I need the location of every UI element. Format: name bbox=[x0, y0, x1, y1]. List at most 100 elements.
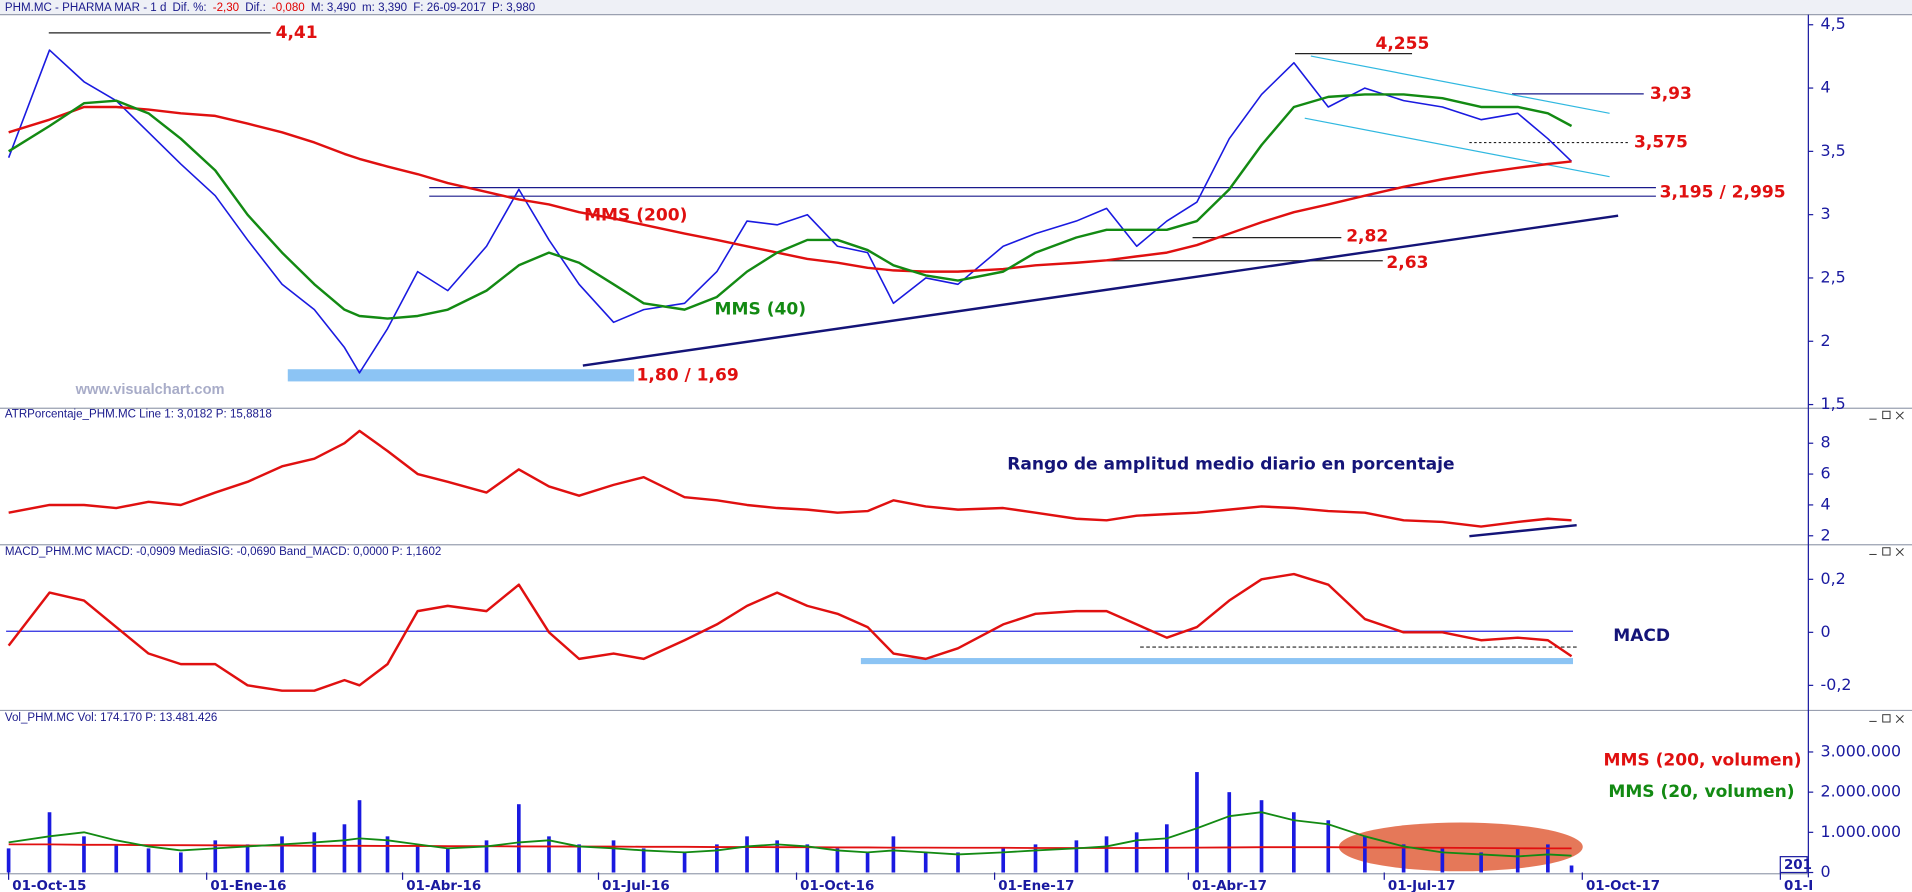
x-tick-label: 01-Ene-17 bbox=[998, 879, 1074, 892]
series-line bbox=[8, 811, 1572, 858]
channel-line bbox=[1310, 55, 1610, 114]
header-item: Dif. %: bbox=[172, 2, 206, 14]
volume-bar bbox=[577, 844, 581, 873]
y-tick-label: 0 bbox=[1821, 622, 1831, 641]
maximize-icon[interactable] bbox=[1882, 547, 1891, 556]
volume-bar bbox=[1569, 865, 1574, 873]
volume-bar bbox=[245, 844, 250, 873]
y-tick-label: 4 bbox=[1821, 78, 1831, 97]
y-tick-label: 4,5 bbox=[1821, 14, 1846, 33]
level-label: 4,255 bbox=[1375, 34, 1429, 54]
volume-bar bbox=[682, 852, 687, 873]
y-tick-label: 2.000.000 bbox=[1821, 782, 1902, 801]
volume-bar bbox=[1546, 844, 1550, 873]
y-tick-label: 3,5 bbox=[1821, 141, 1846, 160]
header-item: M: 3,490 bbox=[311, 2, 356, 14]
volume-bar bbox=[516, 804, 521, 873]
level-label: 3,195 / 2,995 bbox=[1660, 183, 1786, 203]
level-label: 2,63 bbox=[1386, 253, 1428, 273]
close-icon[interactable] bbox=[1895, 714, 1904, 723]
volume-bar bbox=[280, 836, 284, 873]
support-zone bbox=[287, 369, 635, 382]
volume-bar bbox=[715, 844, 719, 873]
volume-bar bbox=[835, 848, 840, 873]
level-label: 1,80 / 1,69 bbox=[637, 365, 739, 385]
series-line bbox=[7, 49, 1573, 374]
maximize-icon[interactable] bbox=[1882, 714, 1891, 723]
volume-bar bbox=[1033, 844, 1038, 873]
volume-bar bbox=[47, 812, 52, 873]
x-tick-label: 01-Oct-17 bbox=[1586, 879, 1660, 892]
header-item: PHM.MC - PHARMA MAR - 1 d bbox=[5, 2, 167, 14]
level-label: 4,41 bbox=[276, 23, 318, 43]
y-tick-label: 1,5 bbox=[1821, 394, 1846, 413]
level-label: 2,82 bbox=[1346, 226, 1388, 246]
volume-bar bbox=[1515, 848, 1520, 873]
y-tick-label: 1.000.000 bbox=[1821, 822, 1902, 841]
y-tick-label: 6 bbox=[1821, 464, 1831, 483]
macd-zone bbox=[860, 658, 1574, 665]
y-tick-label: 4 bbox=[1821, 494, 1831, 513]
x-tick-label: 01-Oct-15 bbox=[12, 879, 86, 892]
x-tick-label: 01-Abr-16 bbox=[406, 879, 481, 892]
volume-bar bbox=[385, 836, 390, 873]
header-text: PHM.MC - PHARMA MAR - 1 d Dif. %: -2,30 Dif… bbox=[5, 2, 535, 14]
volume-bar bbox=[1440, 848, 1445, 873]
watermark: www.visualchart.com bbox=[75, 382, 225, 398]
volume-bar bbox=[956, 852, 960, 873]
volume-bar bbox=[1363, 836, 1367, 873]
header-item: -0,080 bbox=[272, 2, 305, 14]
volume-bar bbox=[641, 848, 646, 873]
volume-bar bbox=[312, 832, 317, 873]
x-tick-label: 01-Jul-17 bbox=[1388, 879, 1456, 892]
header-bar bbox=[0, 0, 1912, 15]
volume-bar bbox=[484, 840, 489, 873]
volume-bar bbox=[1134, 832, 1139, 873]
volume-bar bbox=[114, 844, 119, 873]
x-tick-label: 01-I bbox=[1784, 879, 1813, 892]
header-item: m: 3,390 bbox=[362, 2, 407, 14]
volume-bar bbox=[1259, 800, 1264, 873]
series-line bbox=[8, 429, 1572, 528]
volume-bar bbox=[775, 840, 779, 873]
x-tick-label: 01-Ene-16 bbox=[210, 879, 286, 892]
header-item: -2,30 bbox=[213, 2, 239, 14]
panel-title: MACD_PHM.MC MACD: -0,0909 MediaSIG: -0,0… bbox=[5, 546, 441, 558]
drawing-tools bbox=[6, 32, 1808, 874]
series-line bbox=[7, 572, 1573, 692]
close-icon[interactable] bbox=[1895, 411, 1904, 420]
legend-entry: MMS (20, volumen) bbox=[1608, 782, 1794, 802]
header-item: P: 3,980 bbox=[492, 2, 535, 14]
volume-bar bbox=[1104, 836, 1109, 873]
level-label: 3,575 bbox=[1634, 133, 1688, 153]
maximize-icon[interactable] bbox=[1882, 410, 1891, 420]
volume-bar bbox=[611, 840, 616, 873]
y-tick-label: 0,2 bbox=[1821, 569, 1846, 588]
panel-title: ATRPorcentaje_PHM.MC Line 1: 3,0182 P: 1… bbox=[5, 408, 272, 420]
volume-bar bbox=[1401, 844, 1406, 873]
y-tick-label: -0,2 bbox=[1821, 675, 1852, 694]
legend-entry: MMS (200, volumen) bbox=[1603, 750, 1801, 770]
volume-bar bbox=[1292, 812, 1296, 873]
y-tick-label: 8 bbox=[1821, 433, 1831, 452]
x-tick-label: 01-Abr-17 bbox=[1192, 879, 1267, 892]
volume-bar bbox=[1074, 840, 1079, 873]
volume-bar bbox=[865, 852, 870, 873]
close-icon[interactable] bbox=[1895, 548, 1904, 557]
y-tick-label: 3.000.000 bbox=[1821, 741, 1902, 760]
volume-bar bbox=[342, 824, 347, 873]
series-line bbox=[8, 93, 1573, 320]
volume-bar bbox=[445, 848, 450, 873]
volume-bar bbox=[1195, 772, 1199, 873]
x-tick-label: 01-Jul-16 bbox=[602, 879, 670, 892]
volume-bar bbox=[1227, 792, 1232, 873]
level-label: 3,93 bbox=[1650, 84, 1692, 104]
panel-note: MACD bbox=[1613, 626, 1670, 646]
series-label: MMS (200) bbox=[584, 206, 687, 226]
volume-bar bbox=[1001, 848, 1006, 873]
volume-highlight bbox=[1338, 822, 1583, 872]
window-buttons bbox=[1869, 410, 1904, 723]
y-tick-label: 3 bbox=[1821, 204, 1831, 223]
